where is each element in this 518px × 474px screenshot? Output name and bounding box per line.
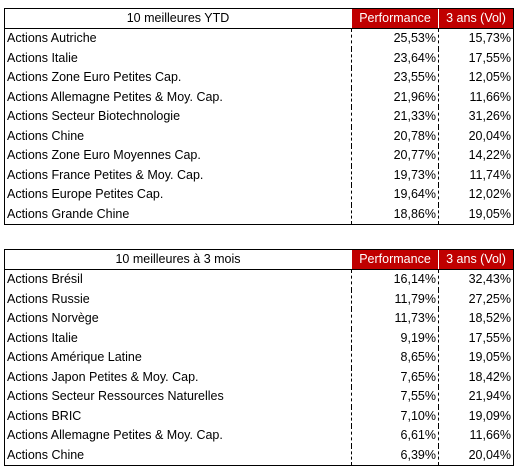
performance-cell: 9,19%	[351, 328, 439, 348]
volatility-cell: 15,73%	[438, 28, 514, 49]
performance-cell: 11,73%	[351, 309, 439, 329]
fund-name-cell: Actions BRIC	[4, 406, 352, 426]
table-row: Actions Secteur Biotechnologie 21,33% 31,2…	[4, 107, 514, 127]
table-header-row: 10 meilleures YTD Performance 3 ans (Vol…	[4, 8, 514, 29]
table-row: Actions Italie 23,64% 17,55%	[4, 48, 514, 68]
table-row: Actions Amérique Latine 8,65% 19,05%	[4, 348, 514, 368]
volatility-cell: 18,52%	[438, 309, 514, 329]
fund-name-cell: Actions Zone Euro Petites Cap.	[4, 68, 352, 88]
fund-name-cell: Actions Italie	[4, 48, 352, 68]
performance-cell: 23,64%	[351, 48, 439, 68]
table-row: Actions Zone Euro Moyennes Cap. 20,77% 14,…	[4, 146, 514, 166]
performance-cell: 21,96%	[351, 87, 439, 107]
fund-name-cell: Actions Japon Petites & Moy. Cap.	[4, 367, 352, 387]
volatility-cell: 18,42%	[438, 367, 514, 387]
performance-cell: 19,64%	[351, 185, 439, 205]
fund-name-cell: Actions Chine	[4, 445, 352, 466]
volatility-cell: 12,02%	[438, 185, 514, 205]
volatility-cell: 27,25%	[438, 289, 514, 309]
fund-name-cell: Actions Italie	[4, 328, 352, 348]
table-row: Actions Allemagne Petites & Moy. Cap. 21,…	[4, 87, 514, 107]
table-row: Actions Secteur Ressources Naturelles 7,5…	[4, 387, 514, 407]
performance-cell: 20,77%	[351, 146, 439, 166]
table-row: Actions Italie 9,19% 17,55%	[4, 328, 514, 348]
fund-name-cell: Actions Amérique Latine	[4, 348, 352, 368]
performance-cell: 7,55%	[351, 387, 439, 407]
volatility-cell: 11,66%	[438, 426, 514, 446]
fund-name-cell: Actions Secteur Biotechnologie	[4, 107, 352, 127]
fund-name-cell: Actions Grande Chine	[4, 204, 352, 225]
volatility-cell: 31,26%	[438, 107, 514, 127]
table-row: Actions Grande Chine 18,86% 19,05%	[4, 204, 514, 225]
ytd-table: 10 meilleures YTD Performance 3 ans (Vol…	[4, 8, 514, 225]
volatility-cell: 11,74%	[438, 165, 514, 185]
performance-cell: 11,79%	[351, 289, 439, 309]
fund-name-cell: Actions Secteur Ressources Naturelles	[4, 387, 352, 407]
volatility-cell: 21,94%	[438, 387, 514, 407]
fund-name-cell: Actions Autriche	[4, 28, 352, 49]
table-row: Actions Chine 6,39% 20,04%	[4, 445, 514, 466]
fund-name-cell: Actions Allemagne Petites & Moy. Cap.	[4, 426, 352, 446]
table-row: Actions Brésil 16,14% 32,43%	[4, 269, 514, 290]
volatility-cell: 17,55%	[438, 48, 514, 68]
performance-cell: 25,53%	[351, 28, 439, 49]
volatility-cell: 20,04%	[438, 445, 514, 466]
fund-name-cell: Actions Europe Petites Cap.	[4, 185, 352, 205]
table-row: Actions Japon Petites & Moy. Cap. 7,65% 18…	[4, 367, 514, 387]
performance-cell: 7,65%	[351, 367, 439, 387]
table-row: Actions Norvège 11,73% 18,52%	[4, 309, 514, 329]
volatility-cell: 19,05%	[438, 204, 514, 225]
table-title: 10 meilleures à 3 mois	[4, 249, 352, 270]
performance-cell: 6,61%	[351, 426, 439, 446]
volatility-cell: 17,55%	[438, 328, 514, 348]
fund-name-cell: Actions Zone Euro Moyennes Cap.	[4, 146, 352, 166]
performance-cell: 7,10%	[351, 406, 439, 426]
fund-name-cell: Actions Chine	[4, 126, 352, 146]
table-header-row: 10 meilleures à 3 mois Performance 3 ans…	[4, 249, 514, 270]
fund-name-cell: Actions Allemagne Petites & Moy. Cap.	[4, 87, 352, 107]
volatility-cell: 12,05%	[438, 68, 514, 88]
volatility-cell: 19,09%	[438, 406, 514, 426]
table-row: Actions BRIC 7,10% 19,09%	[4, 406, 514, 426]
three-month-table: 10 meilleures à 3 mois Performance 3 ans…	[4, 249, 514, 466]
table-row: Actions Allemagne Petites & Moy. Cap. 6,6…	[4, 426, 514, 446]
table-row: Actions Russie 11,79% 27,25%	[4, 289, 514, 309]
volatility-cell: 14,22%	[438, 146, 514, 166]
performance-cell: 19,73%	[351, 165, 439, 185]
fund-name-cell: Actions Russie	[4, 289, 352, 309]
performance-cell: 18,86%	[351, 204, 439, 225]
volatility-cell: 32,43%	[438, 269, 514, 290]
performance-cell: 6,39%	[351, 445, 439, 466]
table-row: Actions Zone Euro Petites Cap. 23,55% 12,0…	[4, 68, 514, 88]
volatility-cell: 20,04%	[438, 126, 514, 146]
volatility-column-header: 3 ans (Vol)	[438, 8, 514, 29]
performance-column-header: Performance	[351, 249, 439, 270]
performance-cell: 8,65%	[351, 348, 439, 368]
table-row: Actions Chine 20,78% 20,04%	[4, 126, 514, 146]
table-row: Actions Europe Petites Cap. 19,64% 12,02%	[4, 185, 514, 205]
performance-cell: 20,78%	[351, 126, 439, 146]
performance-cell: 23,55%	[351, 68, 439, 88]
volatility-cell: 11,66%	[438, 87, 514, 107]
performance-cell: 21,33%	[351, 107, 439, 127]
volatility-column-header: 3 ans (Vol)	[438, 249, 514, 270]
fund-name-cell: Actions Norvège	[4, 309, 352, 329]
table-title: 10 meilleures YTD	[4, 8, 352, 29]
performance-cell: 16,14%	[351, 269, 439, 290]
fund-name-cell: Actions France Petites & Moy. Cap.	[4, 165, 352, 185]
table-row: Actions Autriche 25,53% 15,73%	[4, 28, 514, 49]
volatility-cell: 19,05%	[438, 348, 514, 368]
fund-name-cell: Actions Brésil	[4, 269, 352, 290]
table-row: Actions France Petites & Moy. Cap. 19,73%…	[4, 165, 514, 185]
performance-column-header: Performance	[351, 8, 439, 29]
